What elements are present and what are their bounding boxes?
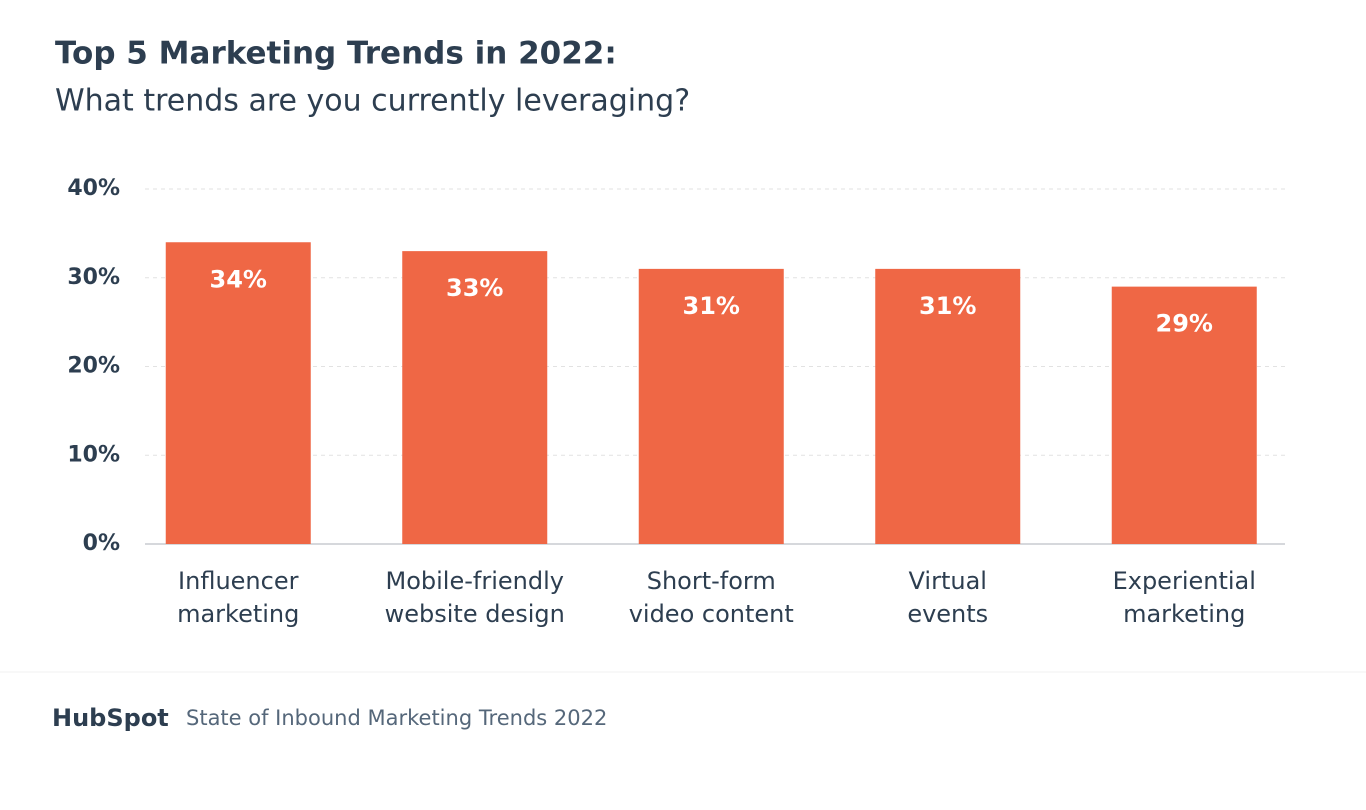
- data-label: 31%: [683, 292, 740, 320]
- source: State of Inbound Marketing Trends 2022: [186, 706, 607, 730]
- x-tick-label: Experiential marketing: [1112, 567, 1256, 628]
- x-tick-label: Influencer marketing: [177, 567, 300, 628]
- data-label: 33%: [446, 274, 503, 302]
- bar: [1111, 286, 1257, 544]
- logo: HubSpot: [52, 704, 169, 732]
- bar: [402, 251, 548, 544]
- data-label: 29%: [1156, 310, 1213, 338]
- y-tick-label: 10%: [67, 442, 120, 467]
- x-tick-label: Virtual events: [907, 567, 989, 628]
- data-label: 31%: [919, 292, 976, 320]
- chart-subtitle: What trends are you currently leveraging…: [55, 84, 690, 119]
- y-tick-label: 40%: [67, 176, 120, 201]
- y-tick-label: 30%: [67, 265, 120, 290]
- y-tick-label: 0%: [83, 531, 120, 556]
- x-tick-label: Short-form video content: [628, 567, 794, 628]
- chart-title: Top 5 Marketing Trends in 2022:: [55, 36, 617, 72]
- bar: [875, 268, 1021, 544]
- bar: [638, 268, 784, 544]
- data-label: 34%: [210, 265, 267, 293]
- x-tick-label: Mobile-friendly website design: [384, 567, 565, 628]
- y-tick-label: 20%: [67, 354, 120, 379]
- bar: [165, 242, 311, 544]
